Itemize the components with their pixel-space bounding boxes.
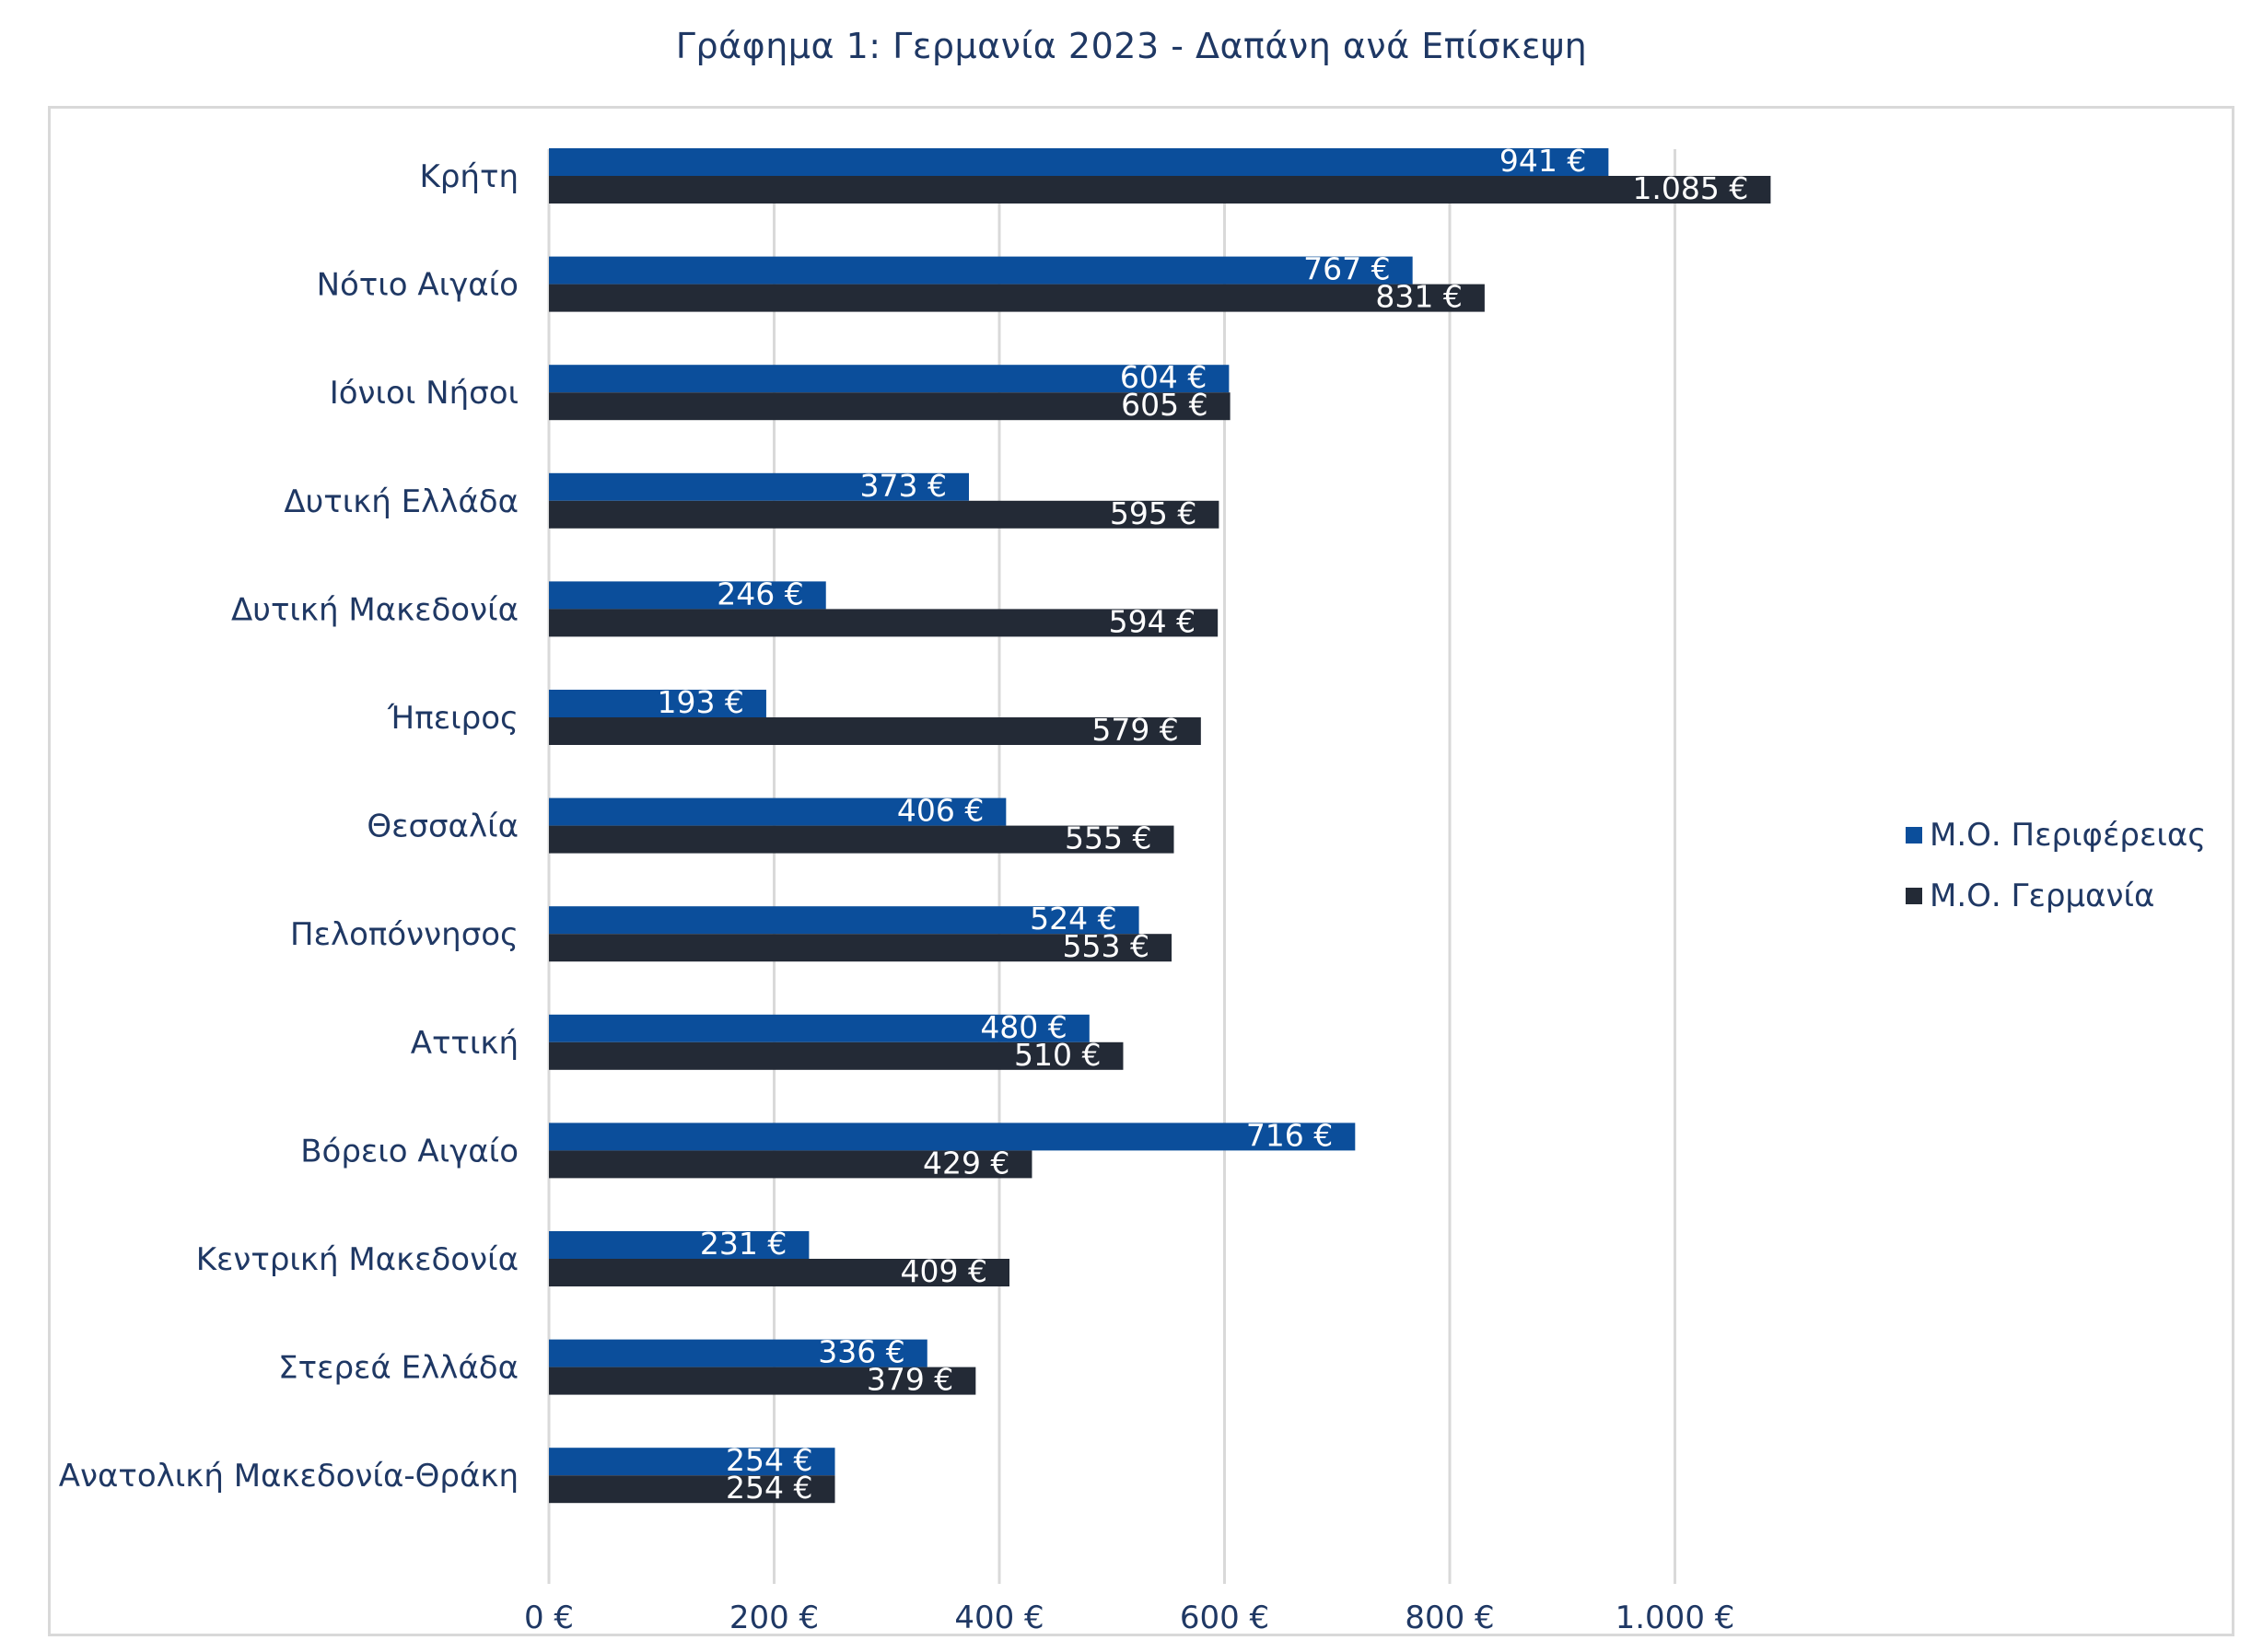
data-label: 246 € <box>717 576 803 611</box>
bar-region-average <box>549 797 1007 826</box>
bar-germany-average <box>549 1150 1032 1179</box>
bar-region-average <box>549 148 1609 176</box>
bar-region-average <box>549 1448 835 1476</box>
category-label: Νότιο Αιγαίο <box>317 267 519 304</box>
data-label: 831 € <box>1375 279 1462 315</box>
category-label: Κρήτη <box>420 158 519 195</box>
category-label: Βόρειο Αιγαίο <box>300 1133 519 1169</box>
bar-region-average <box>549 1014 1090 1042</box>
bar-region-average <box>549 256 1413 285</box>
bar-region-average <box>549 906 1139 935</box>
category-label: Ιόνιοι Νήσοι <box>330 375 519 412</box>
data-label: 524 € <box>1030 901 1116 937</box>
chart-title: Γράφημα 1: Γερμανία 2023 - Δαπάνη ανά Επ… <box>675 26 1588 66</box>
data-label: 409 € <box>901 1253 987 1289</box>
bar-chart: 941 € 1.085 € 767 €831 € 604 €605 € 373 € 595… <box>59 143 2206 1634</box>
data-label: 716 € <box>1246 1117 1333 1153</box>
data-label: 336 € <box>818 1334 904 1370</box>
category-label: Θεσσαλία <box>367 809 519 845</box>
category-labels: Κρήτη Νότιο Αιγαίο Ιόνιοι Νήσοι Δυτική Ελλά… <box>59 158 519 1495</box>
bar-region-average <box>549 1123 1356 1151</box>
data-label: 510 € <box>1014 1037 1101 1073</box>
legend-label: Μ.Ο. Περιφέρειας <box>1930 817 2206 854</box>
data-label: 579 € <box>1091 712 1178 748</box>
legend-swatch <box>1906 827 1922 843</box>
data-label: 231 € <box>700 1226 787 1262</box>
x-tick-label: 1.000 € <box>1616 1600 1735 1634</box>
data-label: 767 € <box>1303 251 1390 287</box>
x-tick-label: 0 € <box>524 1600 574 1634</box>
category-label: Δυτική Μακεδονία <box>231 591 519 628</box>
data-label: 254 € <box>726 1442 812 1478</box>
legend-swatch <box>1906 888 1922 904</box>
bar-germany-average <box>549 717 1201 745</box>
bar-germany-average <box>549 1259 1010 1286</box>
x-tick-label: 800 € <box>1405 1600 1494 1634</box>
bar-germany-average <box>549 176 1771 204</box>
data-label: 604 € <box>1120 359 1207 395</box>
bar-germany-average <box>549 1041 1124 1070</box>
bar-region-average <box>549 1339 927 1367</box>
category-label: Πελοπόννησος <box>290 916 519 953</box>
legend: Μ.Ο. Περιφέρειας Μ.Ο. Γερμανία <box>1906 817 2206 914</box>
bar-germany-average <box>549 392 1231 421</box>
category-label: Στερεά Ελλάδα <box>278 1350 519 1387</box>
bar-region-average <box>549 581 826 610</box>
data-label: 379 € <box>867 1362 953 1398</box>
data-label: 595 € <box>1110 495 1196 531</box>
data-label: 193 € <box>657 684 743 720</box>
data-label: 406 € <box>897 793 984 829</box>
bar-germany-average <box>549 609 1219 637</box>
data-label: 605 € <box>1121 387 1207 423</box>
chart-area: 941 € 1.085 € 767 €831 € 604 €605 € 373 € 595… <box>48 106 2234 1636</box>
data-label: 429 € <box>923 1145 1009 1181</box>
category-label: Αττική <box>411 1025 519 1062</box>
bar-germany-average <box>549 934 1172 962</box>
bar-region-average <box>549 1231 810 1259</box>
bar-region-average <box>549 472 969 501</box>
category-label: Δυτική Ελλάδα <box>284 483 519 520</box>
bars: 941 € 1.085 € 767 €831 € 604 €605 € 373 € 595… <box>549 143 1771 1506</box>
x-tick-label: 600 € <box>1180 1600 1269 1634</box>
x-tick-label: 200 € <box>729 1600 819 1634</box>
data-label: 1.085 € <box>1632 170 1748 206</box>
category-label: Κεντρική Μακεδονία <box>196 1241 519 1278</box>
data-label: 254 € <box>726 1470 812 1506</box>
bar-germany-average <box>549 825 1174 854</box>
x-axis-tick-labels: 0 € 200 € 400 € 600 € 800 € 1.000 € <box>524 1600 1734 1634</box>
category-label: Ήπειρος <box>387 700 519 737</box>
bar-region-average <box>549 690 766 717</box>
bar-germany-average <box>549 1367 976 1395</box>
bar-germany-average <box>549 500 1219 529</box>
bar-region-average <box>549 365 1230 393</box>
legend-label: Μ.Ο. Γερμανία <box>1930 878 2154 914</box>
bar-germany-average <box>549 1475 835 1504</box>
x-tick-label: 400 € <box>954 1600 1044 1634</box>
data-label: 553 € <box>1063 928 1149 964</box>
bar-germany-average <box>549 284 1485 312</box>
category-label: Ανατολική Μακεδονία-Θράκη <box>59 1458 519 1495</box>
data-label: 555 € <box>1065 820 1151 856</box>
data-label: 941 € <box>1499 143 1586 179</box>
data-label: 594 € <box>1109 603 1196 639</box>
data-label: 373 € <box>860 468 947 504</box>
data-label: 480 € <box>980 1009 1067 1045</box>
